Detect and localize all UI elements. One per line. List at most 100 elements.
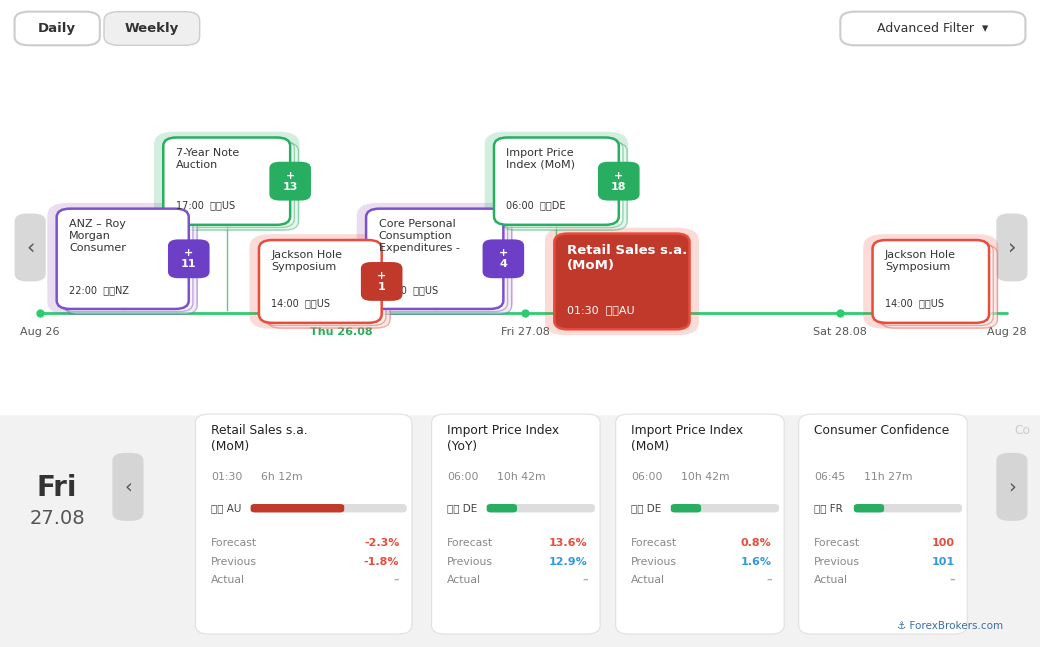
FancyBboxPatch shape: [357, 203, 513, 315]
FancyBboxPatch shape: [996, 453, 1028, 521]
Text: 06:00: 06:00: [447, 472, 478, 483]
Text: Retail Sales s.a.
(MoM): Retail Sales s.a. (MoM): [567, 244, 687, 272]
FancyBboxPatch shape: [250, 234, 391, 329]
Text: Actual: Actual: [447, 575, 482, 585]
FancyBboxPatch shape: [196, 414, 412, 634]
FancyBboxPatch shape: [104, 12, 200, 45]
Text: Forecast: Forecast: [211, 538, 257, 549]
Text: Weekly: Weekly: [125, 22, 179, 35]
FancyBboxPatch shape: [15, 214, 46, 281]
FancyBboxPatch shape: [498, 140, 623, 228]
FancyBboxPatch shape: [502, 143, 627, 230]
Text: 🇦🇺 AU: 🇦🇺 AU: [211, 503, 241, 513]
FancyBboxPatch shape: [598, 162, 640, 201]
FancyBboxPatch shape: [671, 504, 779, 512]
FancyBboxPatch shape: [432, 414, 600, 634]
FancyBboxPatch shape: [154, 132, 300, 231]
Text: 🇩🇪 DE: 🇩🇪 DE: [447, 503, 477, 513]
Text: Co: Co: [1014, 424, 1030, 437]
FancyBboxPatch shape: [269, 162, 311, 201]
FancyBboxPatch shape: [873, 240, 989, 323]
FancyBboxPatch shape: [854, 504, 884, 512]
Text: ⚓ ForexBrokers.com: ⚓ ForexBrokers.com: [898, 621, 1004, 631]
Text: 27.08: 27.08: [29, 509, 85, 529]
FancyBboxPatch shape: [487, 504, 517, 512]
Text: Forecast: Forecast: [447, 538, 493, 549]
Text: ‹: ‹: [124, 477, 132, 496]
Text: 01:30  🇦🇺AU: 01:30 🇦🇺AU: [567, 305, 634, 315]
Text: Previous: Previous: [447, 556, 493, 567]
Text: 🇫🇷 FR: 🇫🇷 FR: [814, 503, 843, 513]
Text: 7-Year Note
Auction: 7-Year Note Auction: [176, 148, 239, 170]
Text: Import Price Index
(MoM): Import Price Index (MoM): [631, 424, 744, 453]
Text: Advanced Filter  ▾: Advanced Filter ▾: [878, 22, 988, 35]
Text: 14:00  🇺🇸US: 14:00 🇺🇸US: [271, 299, 331, 309]
Text: Sat 28.08: Sat 28.08: [813, 327, 867, 337]
FancyBboxPatch shape: [545, 228, 699, 335]
FancyBboxPatch shape: [881, 245, 997, 328]
FancyBboxPatch shape: [60, 211, 193, 312]
Text: +
1: + 1: [378, 271, 386, 292]
Text: 12.9%: 12.9%: [549, 556, 588, 567]
Text: Aug 28: Aug 28: [987, 327, 1026, 337]
FancyBboxPatch shape: [361, 262, 402, 301]
Text: 🇩🇪 DE: 🇩🇪 DE: [631, 503, 661, 513]
Text: 10h 42m: 10h 42m: [497, 472, 546, 483]
Text: ›: ›: [1008, 238, 1016, 258]
Text: Retail Sales s.a.
(MoM): Retail Sales s.a. (MoM): [211, 424, 308, 453]
Text: Previous: Previous: [211, 556, 257, 567]
Text: Import Price
Index (MoM): Import Price Index (MoM): [506, 148, 575, 170]
FancyBboxPatch shape: [494, 138, 619, 225]
Text: Previous: Previous: [631, 556, 677, 567]
FancyBboxPatch shape: [485, 132, 628, 231]
FancyBboxPatch shape: [251, 504, 344, 512]
Text: Actual: Actual: [211, 575, 245, 585]
FancyBboxPatch shape: [616, 414, 784, 634]
FancyBboxPatch shape: [64, 214, 198, 314]
FancyBboxPatch shape: [671, 504, 701, 512]
FancyBboxPatch shape: [56, 208, 189, 309]
Text: 6h 12m: 6h 12m: [261, 472, 303, 483]
Text: Forecast: Forecast: [631, 538, 677, 549]
FancyBboxPatch shape: [112, 453, 144, 521]
Text: ‹: ‹: [26, 238, 34, 258]
Text: 06:00  🇩🇪DE: 06:00 🇩🇪DE: [506, 201, 566, 211]
Text: –: –: [766, 575, 772, 585]
Text: ›: ›: [1008, 477, 1016, 496]
Text: Daily: Daily: [38, 22, 76, 35]
Text: -2.3%: -2.3%: [364, 538, 399, 549]
FancyBboxPatch shape: [366, 208, 503, 309]
FancyBboxPatch shape: [259, 240, 382, 323]
Text: +
13: + 13: [283, 171, 297, 192]
Text: Core Personal
Consumption
Expenditures -: Core Personal Consumption Expenditures -: [379, 219, 460, 253]
Text: +
4: + 4: [499, 248, 508, 269]
FancyBboxPatch shape: [163, 138, 290, 225]
Text: 101: 101: [932, 556, 955, 567]
Text: +
18: + 18: [612, 171, 626, 192]
Text: Aug 26: Aug 26: [20, 327, 59, 337]
Text: 11h 27m: 11h 27m: [864, 472, 913, 483]
Text: Jackson Hole
Symposium: Jackson Hole Symposium: [271, 250, 342, 272]
Text: Fri: Fri: [37, 474, 77, 503]
FancyBboxPatch shape: [487, 504, 595, 512]
Text: –: –: [394, 575, 399, 585]
FancyBboxPatch shape: [267, 245, 390, 328]
FancyBboxPatch shape: [251, 504, 407, 512]
Text: -1.8%: -1.8%: [364, 556, 399, 567]
FancyBboxPatch shape: [854, 504, 962, 512]
FancyBboxPatch shape: [48, 203, 198, 315]
Text: 17:00  🇺🇸US: 17:00 🇺🇸US: [176, 201, 235, 211]
FancyBboxPatch shape: [168, 239, 210, 278]
FancyBboxPatch shape: [863, 234, 998, 329]
FancyBboxPatch shape: [877, 243, 993, 325]
Text: Forecast: Forecast: [814, 538, 860, 549]
FancyBboxPatch shape: [840, 12, 1025, 45]
FancyBboxPatch shape: [996, 214, 1028, 281]
Text: 100: 100: [932, 538, 955, 549]
Text: 01:30: 01:30: [211, 472, 242, 483]
FancyBboxPatch shape: [370, 211, 508, 312]
Text: Actual: Actual: [814, 575, 849, 585]
FancyBboxPatch shape: [374, 214, 512, 314]
FancyBboxPatch shape: [167, 140, 294, 228]
Text: Consumer Confidence: Consumer Confidence: [814, 424, 950, 437]
